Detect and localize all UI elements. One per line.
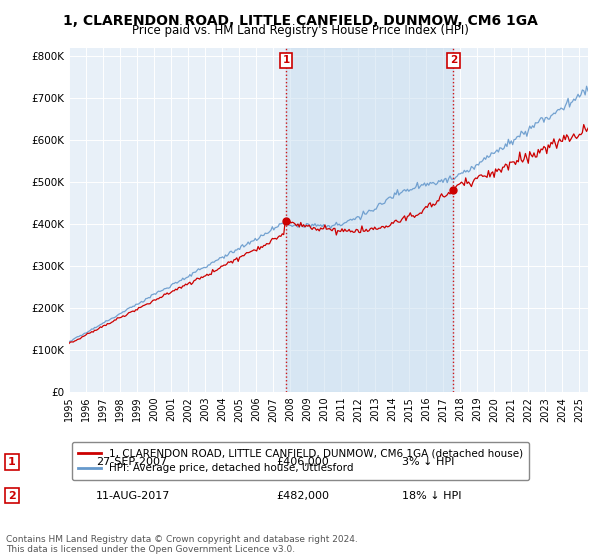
Legend: 1, CLARENDON ROAD, LITTLE CANFIELD, DUNMOW, CM6 1GA (detached house), HPI: Avera: 1, CLARENDON ROAD, LITTLE CANFIELD, DUNM…	[71, 442, 529, 480]
Text: 1: 1	[8, 457, 16, 467]
Text: 11-AUG-2017: 11-AUG-2017	[96, 491, 170, 501]
Text: £406,000: £406,000	[276, 457, 329, 467]
Text: Price paid vs. HM Land Registry's House Price Index (HPI): Price paid vs. HM Land Registry's House …	[131, 24, 469, 37]
Text: 3% ↓ HPI: 3% ↓ HPI	[402, 457, 454, 467]
Text: £482,000: £482,000	[276, 491, 329, 501]
Text: 18% ↓ HPI: 18% ↓ HPI	[402, 491, 461, 501]
Text: 1: 1	[283, 55, 290, 65]
Bar	[286, 48, 453, 392]
Text: 27-SEP-2007: 27-SEP-2007	[96, 457, 167, 467]
Text: 1, CLARENDON ROAD, LITTLE CANFIELD, DUNMOW, CM6 1GA: 1, CLARENDON ROAD, LITTLE CANFIELD, DUNM…	[62, 14, 538, 28]
Text: 2: 2	[8, 491, 16, 501]
Text: Contains HM Land Registry data © Crown copyright and database right 2024.
This d: Contains HM Land Registry data © Crown c…	[6, 535, 358, 554]
Text: 2: 2	[449, 55, 457, 65]
